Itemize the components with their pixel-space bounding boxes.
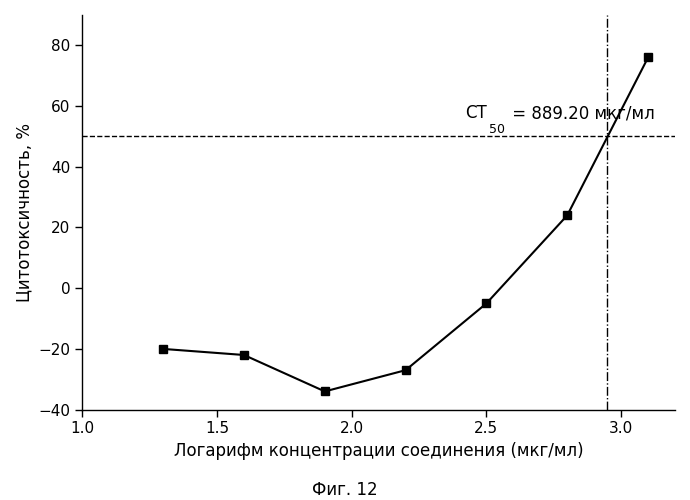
Y-axis label: Цитотоксичность, %: Цитотоксичность, % — [15, 123, 33, 302]
X-axis label: Логарифм концентрации соединения (мкг/мл): Логарифм концентрации соединения (мкг/мл… — [174, 442, 584, 460]
Text: Фиг. 12: Фиг. 12 — [312, 481, 378, 499]
Text: 50: 50 — [489, 124, 505, 136]
Text: = 889.20 мкг/мл: = 889.20 мкг/мл — [506, 104, 655, 122]
Text: СТ: СТ — [465, 104, 486, 122]
